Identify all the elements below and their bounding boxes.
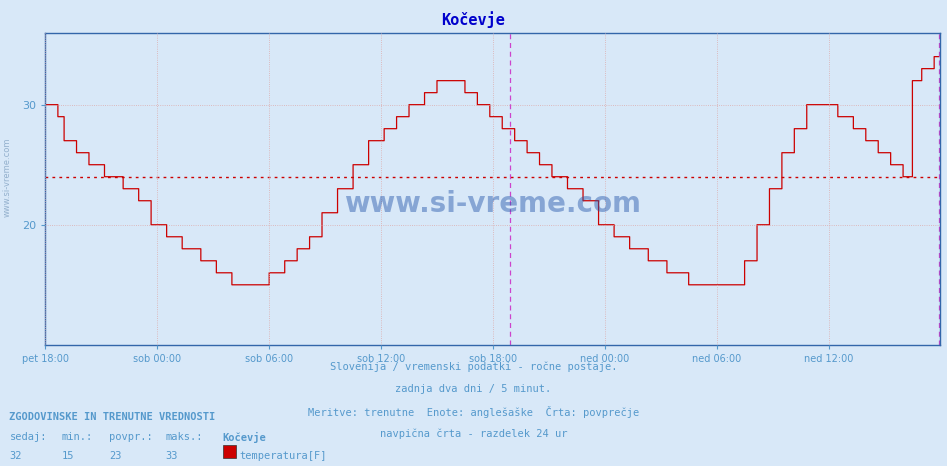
Text: min.:: min.:: [62, 432, 93, 442]
Text: www.si-vreme.com: www.si-vreme.com: [345, 190, 641, 219]
Text: 15: 15: [62, 451, 74, 461]
Text: Meritve: trenutne  Enote: anglešaške  Črta: povprečje: Meritve: trenutne Enote: anglešaške Črta…: [308, 406, 639, 418]
Text: povpr.:: povpr.:: [109, 432, 152, 442]
Text: Slovenija / vremenski podatki - ročne postaje.: Slovenija / vremenski podatki - ročne po…: [330, 361, 617, 372]
Text: www.si-vreme.com: www.si-vreme.com: [3, 137, 12, 217]
Text: 33: 33: [166, 451, 178, 461]
Text: Kočevje: Kočevje: [441, 12, 506, 28]
Text: Kočevje: Kočevje: [223, 432, 266, 444]
Text: 32: 32: [9, 451, 22, 461]
Text: ZGODOVINSKE IN TRENUTNE VREDNOSTI: ZGODOVINSKE IN TRENUTNE VREDNOSTI: [9, 412, 216, 422]
Text: navpična črta - razdelek 24 ur: navpična črta - razdelek 24 ur: [380, 428, 567, 439]
Text: zadnja dva dni / 5 minut.: zadnja dva dni / 5 minut.: [396, 384, 551, 393]
Text: temperatura[F]: temperatura[F]: [240, 451, 327, 461]
Text: sedaj:: sedaj:: [9, 432, 47, 442]
Text: 23: 23: [109, 451, 121, 461]
Text: maks.:: maks.:: [166, 432, 204, 442]
